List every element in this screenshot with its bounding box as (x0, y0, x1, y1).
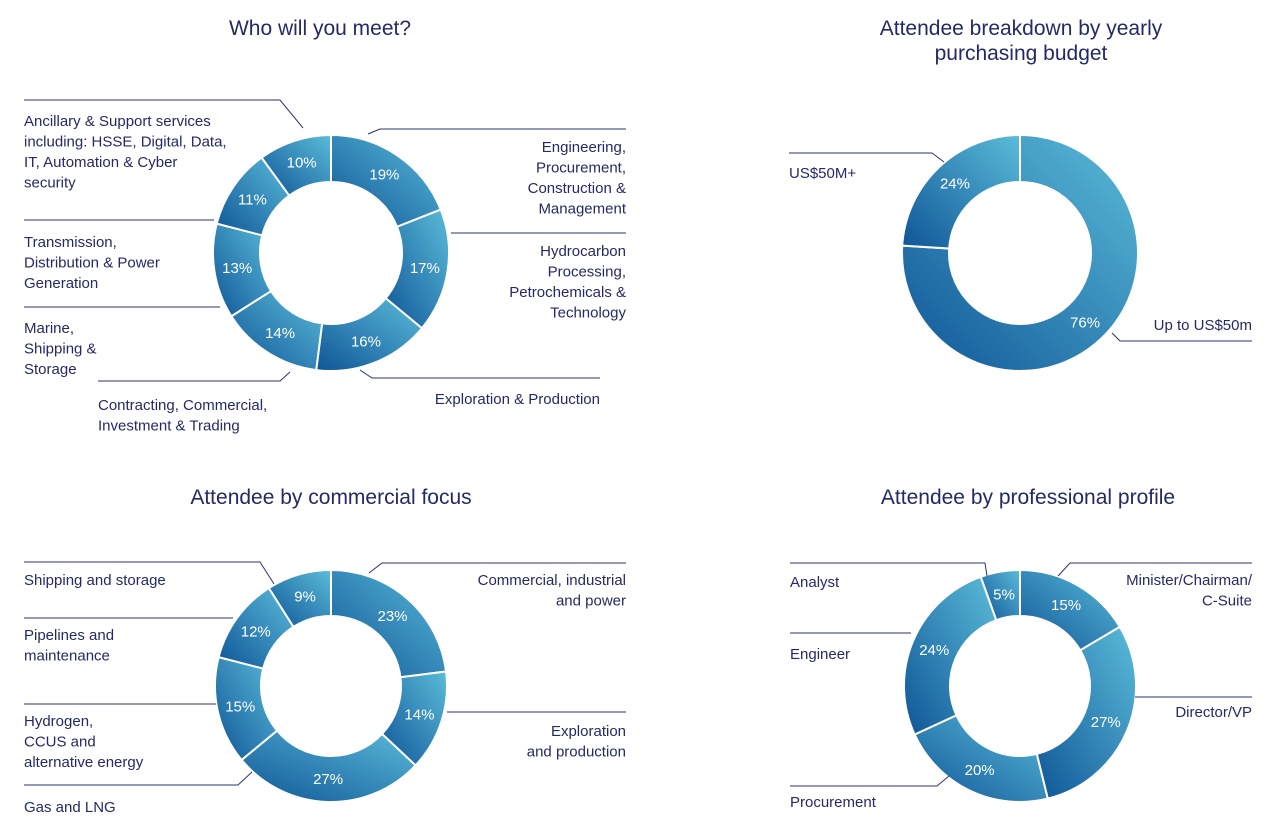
slice-2 (1035, 625, 1137, 800)
leader-line (359, 369, 600, 379)
slice-value-label: 9% (294, 589, 316, 606)
category-label: Shipping and storage (24, 572, 166, 589)
leader-line (1057, 562, 1252, 577)
leader-line (367, 128, 626, 135)
category-label: Commercial, industrial and power (478, 572, 626, 610)
leader-line (24, 771, 253, 786)
category-label: Engineering, Procurement, Construction & Ma… (528, 139, 627, 218)
donut-chart-2: Attendee breakdown by yearly purchasing b… (789, 17, 1252, 372)
slice-value-label: 15% (225, 698, 255, 715)
slice-value-label: 17% (410, 260, 440, 277)
category-label: US$50M+ (789, 165, 856, 182)
chart-title: Attendee breakdown by yearly purchasing b… (880, 17, 1163, 65)
category-label: Contracting, Commercial, Investment & Tra… (98, 397, 267, 435)
slice-value-label: 23% (377, 608, 407, 625)
category-label: Procurement (790, 794, 877, 811)
donut-slices: 15% 27% 20% 24% 5% (903, 568, 1137, 803)
category-label: Transmission, Distribution & Power Generat… (24, 234, 160, 292)
category-label: Minister/Chairman/C-Suite (1126, 572, 1253, 610)
slice-value-label: 15% (1051, 597, 1081, 614)
slice-3 (240, 729, 417, 803)
slice-value-label: 20% (965, 762, 995, 779)
slice-value-label: 14% (265, 325, 295, 342)
leader-line (790, 562, 988, 577)
leader-line (790, 775, 950, 787)
leader-line (789, 152, 945, 163)
category-label: Hydrogen, CCUS and alternative energy (24, 713, 144, 771)
donut-chart-4: Attendee by professional profile 15% 27% 20… (790, 486, 1253, 811)
category-label: Up to US$50m (1154, 317, 1252, 334)
slice-value-label: 10% (287, 155, 317, 172)
leader-line (24, 561, 275, 585)
slice-value-label: 27% (1091, 714, 1121, 731)
donut-slices: 76% 24% (901, 133, 1139, 372)
slice-value-label: 76% (1070, 314, 1100, 331)
slice-value-label: 5% (993, 586, 1015, 603)
category-label: Hydrocarbon Processing, Petrochemicals & Te… (509, 243, 626, 322)
leader-line (98, 371, 291, 382)
donut-chart-3: Attendee by commercial focus 23% 14% 27% 15%… (24, 486, 626, 816)
slice-1 (901, 133, 1139, 372)
category-label: Exploration & Production (435, 391, 600, 408)
slice-value-label: 19% (369, 166, 399, 183)
slice-5 (979, 568, 1021, 622)
category-label: Pipelines and maintenance (24, 627, 114, 665)
slice-2 (901, 133, 1021, 250)
slice-value-label: 27% (313, 771, 343, 788)
slice-7 (260, 133, 332, 197)
slice-3 (913, 713, 1049, 803)
leader-line (24, 99, 304, 129)
slice-value-label: 16% (351, 333, 381, 350)
category-label: Marine, Shipping & Storage (24, 320, 97, 378)
slice-value-label: 13% (222, 260, 252, 277)
slice-value-label: 24% (919, 642, 949, 659)
category-label: Analyst (790, 574, 840, 591)
slice-6 (267, 568, 332, 629)
category-label: Gas and LNG (24, 799, 116, 816)
leader-line (368, 562, 626, 574)
slice-value-label: 11% (238, 192, 267, 209)
slice-value-label: 14% (404, 707, 434, 724)
chart-title: Attendee by professional profile (881, 486, 1175, 509)
slice-value-label: 12% (241, 623, 271, 640)
slice-4 (903, 575, 998, 736)
chart-title: Who will you meet? (229, 17, 411, 40)
category-label: Director/VP (1175, 704, 1252, 721)
slice-value-label: 24% (940, 176, 970, 193)
leader-line (1111, 332, 1252, 342)
donut-slices: 19% 17% 16% 14% 13% 11% 10% (212, 133, 450, 372)
donut-chart-1: Who will you meet? 19% 17% 16% 14% 13% 11% 10% E… (24, 17, 627, 435)
category-label: Ancillary & Support services including: H… (24, 113, 227, 192)
category-label: Exploration and production (527, 723, 626, 761)
category-label: Engineer (790, 646, 850, 663)
donut-slices: 23% 14% 27% 15% 12% 9% (214, 568, 448, 803)
chart-title: Attendee by commercial focus (190, 486, 471, 509)
